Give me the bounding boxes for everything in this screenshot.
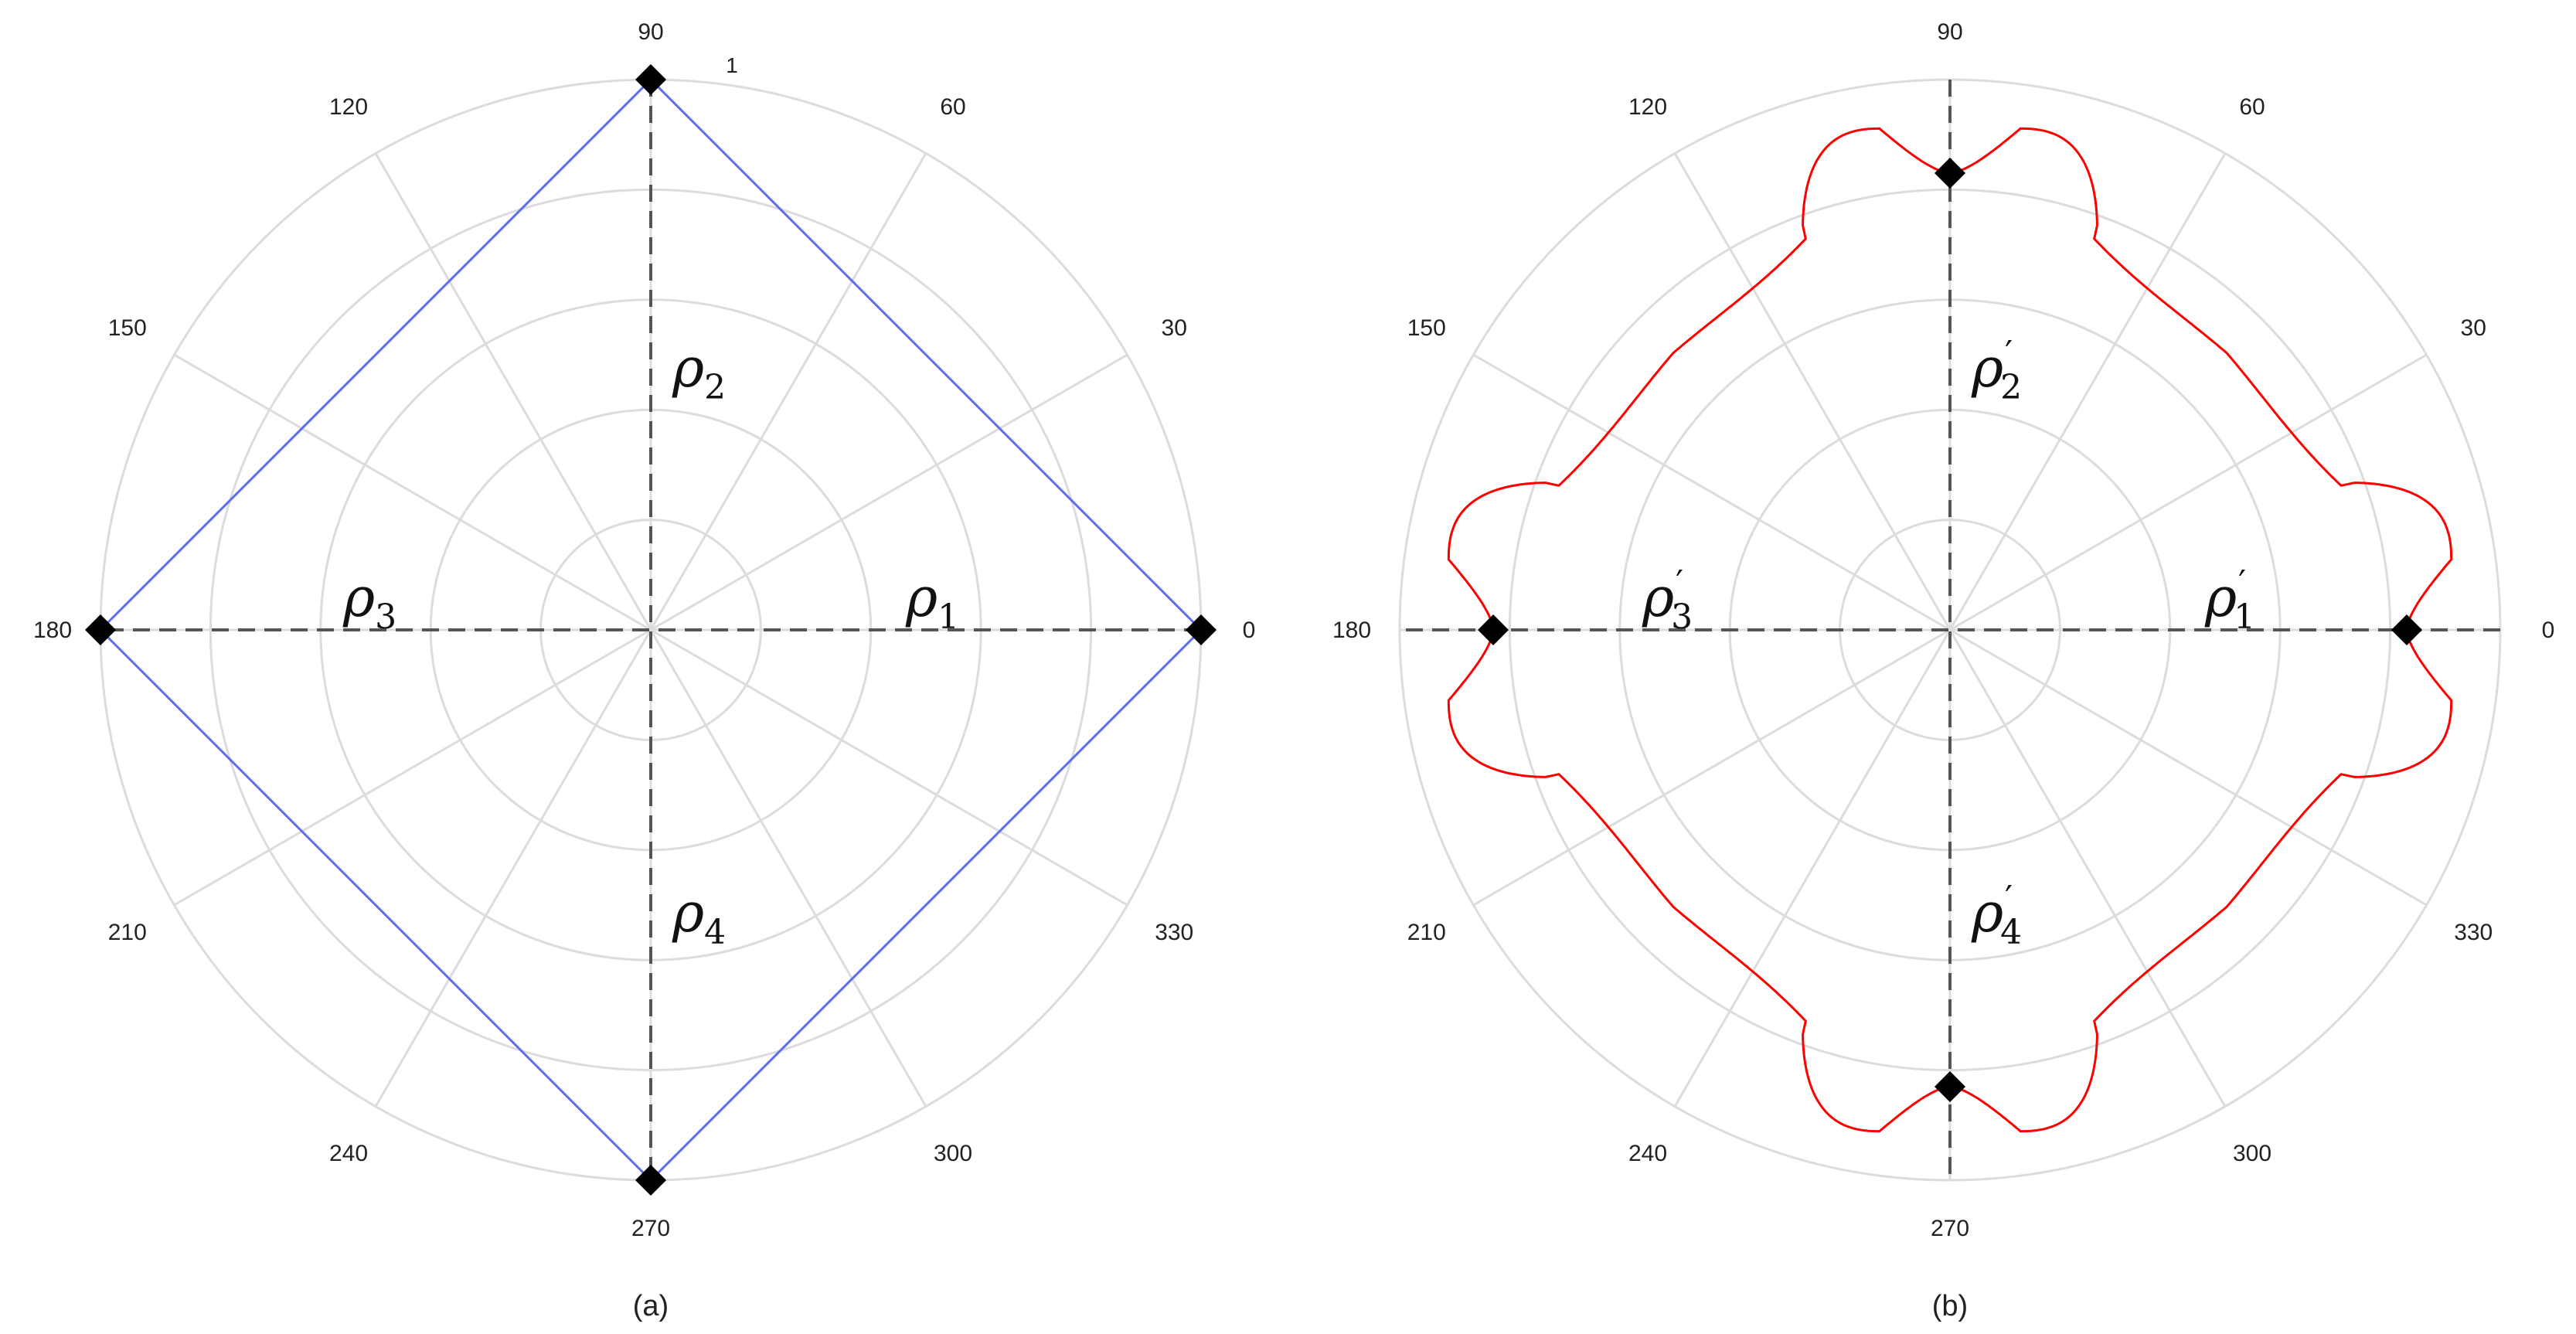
annotation-base: ρ <box>672 336 704 400</box>
angle-tick-label: 330 <box>1155 920 1193 945</box>
angle-tick-label: 300 <box>2233 1141 2271 1166</box>
radial-tick-label: 1 <box>726 53 738 77</box>
annotation-prime: ′ <box>2005 879 2013 918</box>
annotation-prime: ′ <box>1676 563 1683 603</box>
angle-tick-label: 90 <box>638 19 663 45</box>
annotation-prime: ′ <box>2238 563 2246 603</box>
annotation-base: ρ <box>905 566 938 629</box>
data-point-marker <box>635 64 666 95</box>
annotation-rho: ρ′ 3 <box>1642 563 1693 637</box>
angle-tick-label: 330 <box>2454 920 2493 945</box>
grid-spoke <box>650 353 1128 631</box>
angle-tick-label: 60 <box>940 94 965 120</box>
data-point-marker <box>2391 614 2422 645</box>
angle-tick-label: 0 <box>2542 618 2555 643</box>
angle-tick-label: 270 <box>631 1216 670 1241</box>
angle-tick-label: 90 <box>1937 19 1962 45</box>
annotation-base: ρ <box>1971 881 2003 944</box>
grid-spoke <box>1949 353 2428 631</box>
angle-tick-label: 60 <box>2239 94 2265 120</box>
polar-chart-a: 03060901201501802102402703003301ρ1ρ2ρ3ρ4… <box>33 19 1255 1322</box>
annotation-base: ρ <box>672 881 704 944</box>
angle-tick-label: 180 <box>1332 618 1371 643</box>
angle-tick-label: 240 <box>1628 1141 1667 1166</box>
grid-spoke <box>1673 152 1952 631</box>
grid-spoke <box>1673 629 1952 1108</box>
annotation-rho: ρ′ 1 <box>2204 563 2255 637</box>
angle-tick-label: 30 <box>2461 315 2486 341</box>
annotation-subscript: 4 <box>704 913 726 952</box>
angle-tick-label: 240 <box>329 1141 368 1166</box>
grid-spoke <box>173 353 652 631</box>
annotation-base: ρ <box>342 566 375 629</box>
annotation-base: ρ <box>1971 336 2003 400</box>
angle-tick-label: 270 <box>1931 1216 1969 1241</box>
angle-tick-label: 0 <box>1243 618 1256 643</box>
data-point-marker <box>1478 614 1509 645</box>
data-point-marker <box>1935 158 1965 189</box>
angle-tick-label: 300 <box>934 1141 972 1166</box>
annotation-subscript: 1 <box>938 597 959 637</box>
annotation-subscript: 1 <box>2234 597 2255 637</box>
grid-spoke <box>1948 629 2227 1108</box>
annotation-subscript: 2 <box>2000 368 2022 407</box>
grid-spoke <box>374 629 652 1108</box>
grid-spoke <box>649 629 927 1108</box>
angle-tick-label: 210 <box>1407 920 1446 945</box>
grid-spoke <box>1472 353 1951 631</box>
annotation-subscript: 4 <box>2000 913 2022 952</box>
data-point-marker <box>85 614 116 645</box>
angle-tick-label: 150 <box>1407 315 1446 341</box>
annotation-prime: ′ <box>2005 334 2013 373</box>
angle-tick-label: 120 <box>329 94 368 120</box>
data-point-marker <box>1935 1070 1965 1102</box>
annotation-rho: ρ′ 4 <box>1971 879 2022 952</box>
data-point-marker <box>635 1165 666 1196</box>
grid-spoke <box>1949 628 2428 907</box>
annotation-base: ρ <box>2204 566 2237 629</box>
grid-spoke <box>374 152 652 631</box>
annotation-rho: ρ4 <box>672 881 726 952</box>
chart-caption: (b) <box>1932 1290 1968 1322</box>
grid-spoke <box>649 152 927 631</box>
grid-spoke <box>1948 152 2227 631</box>
angle-tick-label: 210 <box>108 920 147 945</box>
grid-spoke <box>650 628 1128 907</box>
angle-tick-label: 150 <box>108 315 147 341</box>
chart-caption: (a) <box>633 1290 669 1322</box>
grid-spoke <box>1472 628 1951 907</box>
annotation-subscript: 3 <box>1671 597 1693 637</box>
annotation-rho: ρ3 <box>342 566 396 637</box>
angle-tick-label: 120 <box>1628 94 1667 120</box>
annotation-rho: ρ2 <box>672 336 726 407</box>
annotation-base: ρ <box>1642 566 1674 629</box>
annotation-rho: ρ′ 2 <box>1971 334 2022 407</box>
annotation-rho: ρ1 <box>905 566 959 637</box>
annotation-subscript: 2 <box>704 368 726 407</box>
data-point-marker <box>1186 614 1217 645</box>
grid-spoke <box>173 628 652 907</box>
angle-tick-label: 30 <box>1162 315 1187 341</box>
angle-tick-label: 180 <box>33 618 72 643</box>
annotation-subscript: 3 <box>375 597 396 637</box>
